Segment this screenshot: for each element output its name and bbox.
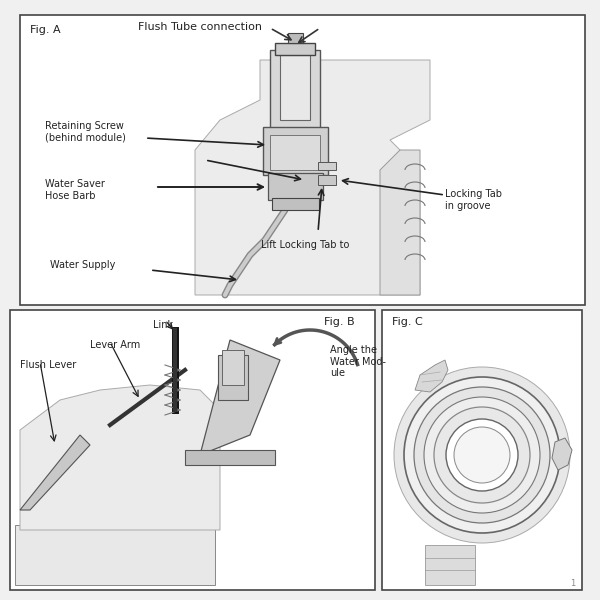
Bar	[263, 127, 328, 175]
Circle shape	[446, 419, 518, 491]
Bar	[382, 310, 582, 590]
Bar	[270, 135, 320, 170]
Polygon shape	[200, 340, 280, 455]
Bar	[268, 173, 323, 200]
Text: Retaining Screw
(behind module): Retaining Screw (behind module)	[45, 121, 126, 143]
Bar	[288, 33, 303, 43]
Text: Lever Arm: Lever Arm	[90, 340, 140, 350]
Text: Link: Link	[153, 320, 173, 330]
Text: Flush Tube connection: Flush Tube connection	[138, 22, 262, 32]
Text: Lift Locking Tab to: Lift Locking Tab to	[261, 240, 349, 250]
Bar	[15, 525, 215, 585]
Text: Locking Tab
in groove: Locking Tab in groove	[445, 189, 502, 211]
Circle shape	[454, 427, 510, 483]
Polygon shape	[380, 150, 420, 295]
Circle shape	[404, 377, 560, 533]
Polygon shape	[195, 60, 430, 295]
Circle shape	[414, 387, 550, 523]
Bar	[218, 355, 248, 400]
Text: Fig. A: Fig. A	[30, 25, 61, 35]
Circle shape	[434, 407, 530, 503]
Bar	[270, 50, 320, 130]
Bar	[20, 15, 585, 305]
Bar	[318, 175, 336, 185]
Text: 1: 1	[570, 579, 575, 588]
Polygon shape	[415, 360, 448, 392]
Circle shape	[394, 367, 570, 543]
Bar	[185, 450, 275, 465]
Bar	[10, 310, 375, 590]
Polygon shape	[20, 435, 90, 510]
Bar	[272, 198, 319, 210]
Text: Flush Lever: Flush Lever	[20, 360, 76, 370]
Text: Water Supply: Water Supply	[50, 260, 115, 270]
Text: Fig. B: Fig. B	[325, 317, 355, 327]
Bar	[318, 162, 336, 170]
Bar	[425, 545, 475, 585]
Bar	[275, 43, 315, 55]
Text: Angle the
Water Mod-
ule: Angle the Water Mod- ule	[330, 345, 386, 378]
Bar	[280, 55, 310, 120]
Circle shape	[424, 397, 540, 513]
Text: Fig. C: Fig. C	[392, 317, 423, 327]
Polygon shape	[552, 438, 572, 470]
Bar	[222, 350, 244, 385]
Polygon shape	[20, 385, 220, 530]
Text: Water Saver
Hose Barb: Water Saver Hose Barb	[45, 179, 105, 201]
